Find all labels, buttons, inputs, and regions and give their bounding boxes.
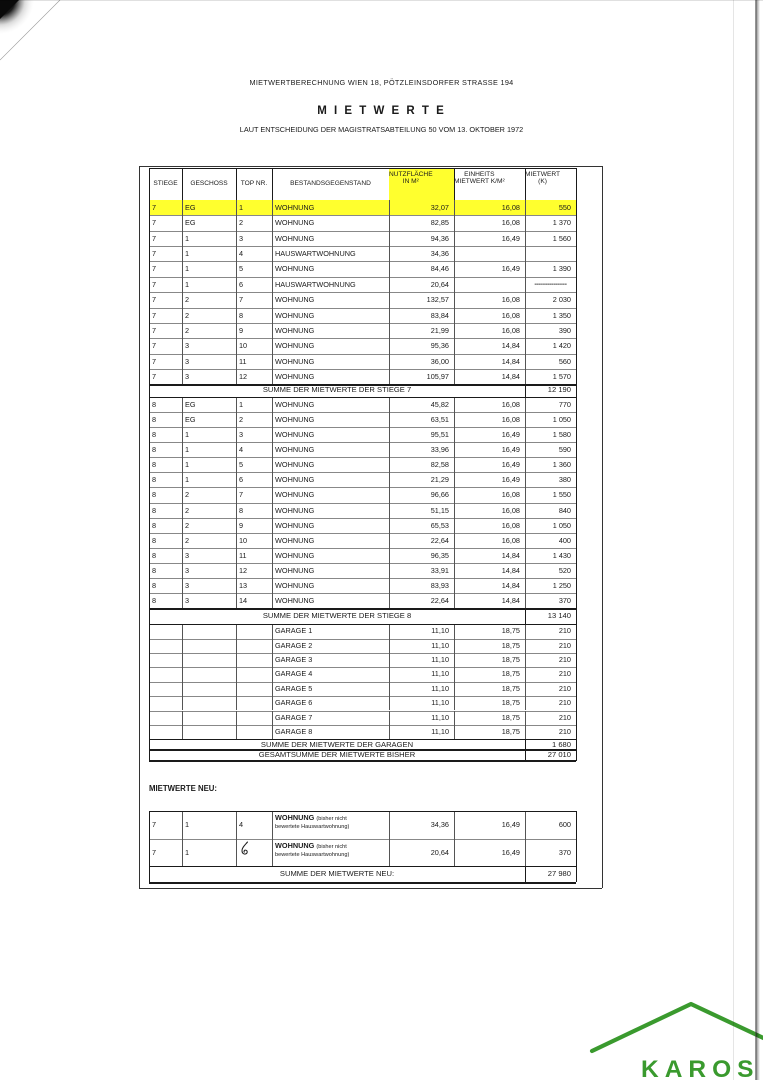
svg-text:KAROS: KAROS (641, 1056, 759, 1080)
